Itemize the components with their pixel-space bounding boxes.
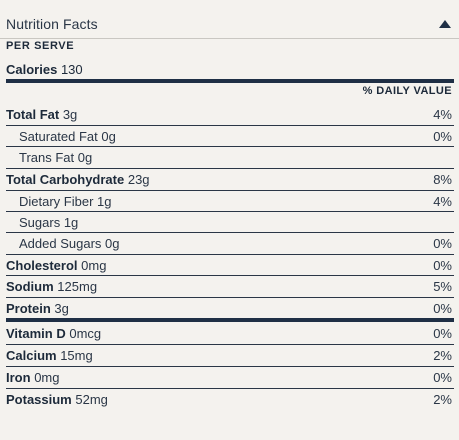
vitamin-dv: 2%	[433, 347, 452, 363]
vitamin-dv: 0%	[433, 326, 452, 341]
vitamin-row-vitamin-d: Vitamin D 0mcg 0%	[6, 323, 454, 344]
nutrient-dv: 0%	[433, 300, 452, 316]
nutrient-amount: 23g	[127, 171, 150, 187]
panel-title: Nutrition Facts	[6, 16, 98, 32]
vitamin-amount: 0mg	[34, 369, 60, 385]
nutrient-row-cholesterol: Cholesterol 0mg 0%	[6, 254, 454, 275]
nutrient-row-trans-fat: Trans Fat 0g	[6, 146, 454, 167]
nutrient-amount: 0g	[101, 128, 116, 144]
daily-value-header: % DAILY VALUE	[362, 85, 452, 97]
nutrient-row-sugars: Sugars 1g	[6, 211, 454, 232]
nutrient-dv: 4%	[433, 193, 452, 209]
nutrient-amount: 3g	[62, 107, 78, 122]
vitamins-divider	[6, 318, 454, 322]
nutrient-dv: 8%	[433, 171, 452, 187]
nutrient-label: Trans Fat	[19, 149, 75, 165]
nutrient-label: Added Sugars	[19, 235, 102, 251]
nutrient-label: Sodium	[6, 278, 54, 294]
calories-divider	[6, 79, 454, 83]
nutrition-facts-toggle[interactable]: Nutrition Facts	[6, 9, 453, 39]
nutrient-dv: 0%	[433, 235, 452, 251]
nutrient-amount: 0g	[77, 149, 93, 165]
nutrient-row-protein: Protein 3g 0%	[6, 297, 454, 318]
nutrient-row-total-fat: Total Fat 3g 4%	[6, 104, 454, 125]
vitamin-amount: 15mg	[60, 347, 93, 363]
vitamin-label: Iron	[6, 369, 31, 385]
nutrient-amount: 125mg	[57, 278, 98, 294]
calories-label: Calories	[6, 62, 58, 77]
nutrient-label: Dietary Fiber	[19, 193, 94, 209]
nutrient-row-sodium: Sodium 125mg 5%	[6, 275, 454, 296]
calories-line: Calories 130	[6, 62, 83, 77]
nutrient-amount: 3g	[54, 300, 69, 316]
nutrient-dv: 0%	[433, 128, 452, 144]
nutrient-label: Saturated Fat	[19, 128, 98, 144]
vitamin-amount: 0mcg	[69, 326, 102, 341]
nutrient-label: Protein	[6, 300, 51, 316]
vitamin-dv: 0%	[433, 369, 452, 385]
nutrient-dv: 0%	[433, 257, 452, 273]
vitamin-label: Calcium	[6, 347, 57, 363]
nutrient-amount: 0g	[105, 235, 120, 251]
nutrient-dv: 5%	[433, 278, 452, 294]
calories-value: 130	[60, 62, 83, 77]
vitamin-label: Vitamin D	[6, 326, 66, 341]
nutrient-label: Sugars	[19, 214, 61, 230]
vitamin-row-potassium: Potassium 52mg 2%	[6, 388, 454, 409]
nutrient-row-dietary-fiber: Dietary Fiber 1g 4%	[6, 190, 454, 211]
nutrient-amount: 0mg	[81, 257, 107, 273]
nutrient-amount: 1g	[63, 214, 79, 230]
triangle-up-icon[interactable]	[438, 17, 452, 31]
nutrient-row-total-carbohydrate: Total Carbohydrate 23g 8%	[6, 168, 454, 189]
nutrient-label: Total Carbohydrate	[6, 171, 125, 187]
vitamin-row-calcium: Calcium 15mg 2%	[6, 344, 454, 365]
vitamin-label: Potassium	[6, 391, 72, 407]
nutrient-row-saturated-fat: Saturated Fat 0g 0%	[6, 125, 454, 146]
header-divider	[0, 38, 459, 39]
vitamin-amount: 52mg	[75, 391, 108, 407]
nutrient-label: Cholesterol	[6, 257, 78, 273]
vitamin-row-iron: Iron 0mg 0%	[6, 366, 454, 387]
nutrient-label: Total Fat	[6, 107, 60, 122]
nutrient-row-added-sugars: Added Sugars 0g 0%	[6, 232, 454, 253]
nutrient-dv: 4%	[433, 107, 452, 122]
per-serve-label: PER SERVE	[6, 40, 75, 52]
vitamin-dv: 2%	[433, 391, 452, 407]
nutrient-amount: 1g	[97, 193, 112, 209]
